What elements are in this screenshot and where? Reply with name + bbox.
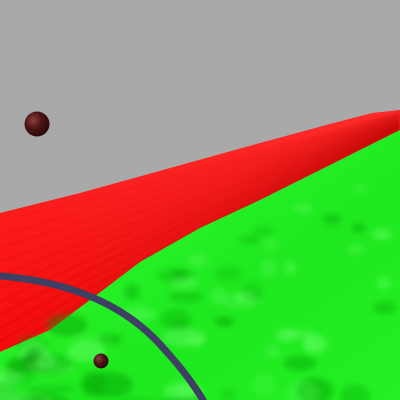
green-bump <box>214 317 234 326</box>
green-bump <box>322 213 342 225</box>
red-ridge <box>0 120 400 289</box>
green-bump <box>261 238 280 252</box>
red-ridge <box>0 118 400 269</box>
red-ridge <box>0 119 400 276</box>
green-bump <box>284 381 319 400</box>
green-bump <box>283 355 317 372</box>
green-bump <box>172 277 199 289</box>
green-bump <box>251 226 275 236</box>
green-bump <box>25 385 76 394</box>
green-bump <box>36 353 54 369</box>
green-bump <box>46 313 88 337</box>
red-ridge <box>0 121 400 296</box>
red-ridge <box>0 122 400 303</box>
dark-blue-arc <box>0 272 207 400</box>
red-ridge <box>0 117 400 263</box>
green-bump <box>124 283 140 301</box>
green-bump <box>339 383 370 400</box>
green-bump <box>376 277 392 290</box>
red-ridge <box>0 126 400 336</box>
green-bump <box>97 334 123 345</box>
green-bump <box>372 301 397 314</box>
green-bump <box>351 183 369 193</box>
green-bump <box>160 308 192 330</box>
red-ridge <box>0 116 400 256</box>
green-bump <box>209 287 228 306</box>
green-bump <box>301 332 323 352</box>
green-bump <box>345 244 365 255</box>
green-bump <box>27 393 69 400</box>
green-bump <box>187 254 208 267</box>
green-bump <box>161 328 207 347</box>
green-bump <box>293 203 313 214</box>
red-ridge <box>0 125 400 330</box>
green-bump <box>168 291 204 303</box>
green-bump <box>351 223 366 233</box>
red-ridge <box>0 119 400 283</box>
red-ridge <box>0 114 400 243</box>
red-ridge <box>0 115 400 249</box>
red-terrain-strip <box>0 110 400 356</box>
dark-orb-upper <box>24 111 50 137</box>
green-bump <box>265 345 280 358</box>
green-bump <box>79 371 107 397</box>
red-ridge <box>0 124 400 323</box>
dark-orb-lower <box>93 353 109 369</box>
green-bump <box>214 265 242 281</box>
green-bump <box>174 381 194 399</box>
green-bump <box>0 381 17 390</box>
red-ridge <box>0 124 400 316</box>
green-bump <box>0 387 24 400</box>
red-ridge <box>0 113 400 229</box>
red-ridge <box>0 111 400 216</box>
green-bump <box>252 372 276 397</box>
red-ridge <box>0 112 400 223</box>
green-terrain-field <box>0 130 400 400</box>
green-bump <box>282 261 298 275</box>
green-bump <box>275 328 299 342</box>
green-bump <box>120 396 157 400</box>
green-bump <box>371 228 393 241</box>
green-bump <box>241 282 264 302</box>
green-bump <box>220 387 236 400</box>
green-bump <box>239 235 261 245</box>
red-ridge <box>0 114 400 236</box>
green-bump <box>259 259 278 278</box>
red-ridge <box>0 127 400 343</box>
